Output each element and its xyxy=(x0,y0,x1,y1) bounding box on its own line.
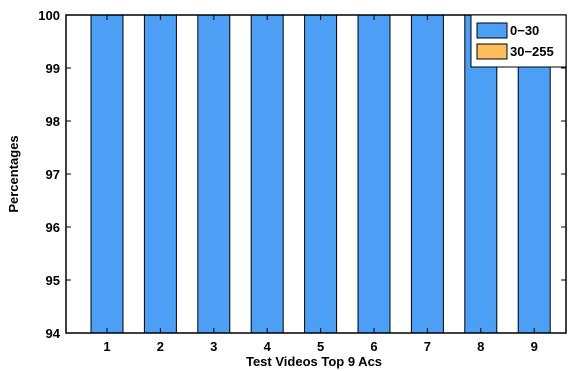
y-tick-label: 97 xyxy=(46,167,60,182)
bar-series-1-cat-3 xyxy=(197,14,231,334)
x-tick-label: 6 xyxy=(370,339,377,354)
bar-series-1-cat-4 xyxy=(250,14,284,334)
x-tick-label: 1 xyxy=(103,339,110,354)
bar-series-1-cat-6 xyxy=(357,14,391,334)
y-tick-label: 94 xyxy=(46,326,61,341)
bar-series-1-cat-5 xyxy=(304,14,338,334)
x-tick-label: 8 xyxy=(477,339,484,354)
y-tick-label: 95 xyxy=(46,273,60,288)
y-tick-label: 100 xyxy=(38,8,60,23)
y-axis-title: Percentages xyxy=(6,135,21,212)
x-tick-label: 2 xyxy=(157,339,164,354)
y-tick-label: 96 xyxy=(46,220,60,235)
y-tick-label: 99 xyxy=(46,61,60,76)
bar-series-1-cat-7 xyxy=(410,14,444,334)
x-tick-label: 7 xyxy=(424,339,431,354)
legend: 0−30 30−255 xyxy=(470,14,567,68)
x-tick-label: 9 xyxy=(531,339,538,354)
ticks-layer: 94 95 96 97 98 99 100 1 2 3 4 5 6 7 8 9 xyxy=(38,8,566,354)
legend-swatch-1 xyxy=(476,22,508,39)
x-axis-title: Test Videos Top 9 Acs xyxy=(246,354,382,369)
bars-layer xyxy=(90,14,551,334)
legend-swatch-2 xyxy=(476,43,508,60)
x-tick-label: 5 xyxy=(317,339,324,354)
legend-label-1: 0−30 xyxy=(510,23,539,38)
legend-label-2: 30−255 xyxy=(510,44,554,59)
bar-series-1-cat-8 xyxy=(464,14,498,334)
bar-series-1-cat-2 xyxy=(143,14,177,334)
bar-series-1-cat-1 xyxy=(90,14,124,334)
x-tick-label: 3 xyxy=(210,339,217,354)
x-tick-label: 4 xyxy=(264,339,272,354)
y-tick-label: 98 xyxy=(46,114,60,129)
